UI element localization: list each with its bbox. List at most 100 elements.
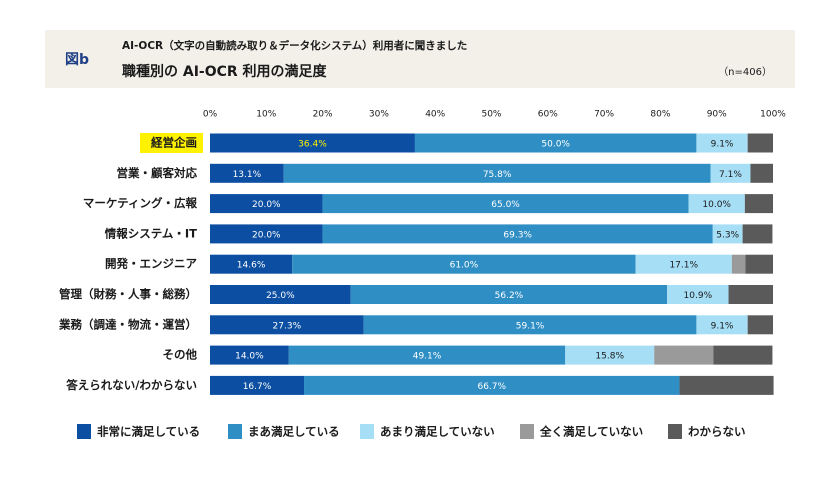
bar-segment xyxy=(292,254,636,274)
value-label: 16.7% xyxy=(243,382,272,392)
bar-segment xyxy=(696,315,748,335)
bar-segment xyxy=(731,254,746,274)
bar-segment xyxy=(304,375,680,395)
bar-segment xyxy=(210,163,284,183)
bar-segment xyxy=(635,254,732,274)
bar-segment xyxy=(744,194,773,214)
value-label: 20.0% xyxy=(252,230,281,240)
bar-segment xyxy=(210,133,415,153)
subtitle: AI-OCR（文字の自動読み取り＆データ化システム）利用者に聞きました xyxy=(122,39,467,52)
bar-segment xyxy=(747,133,773,153)
bar-segment xyxy=(728,285,773,304)
value-label: 5.3% xyxy=(716,230,739,240)
x-tick-label: 50% xyxy=(481,110,501,120)
x-tick-label: 100% xyxy=(760,110,786,120)
bar-segment xyxy=(696,133,748,153)
value-label: 20.0% xyxy=(252,200,281,210)
x-tick-label: 10% xyxy=(256,110,276,120)
value-label: 56.2% xyxy=(495,291,524,301)
value-label: 14.0% xyxy=(235,352,264,362)
figure-label: 図b xyxy=(65,52,89,68)
value-label: 75.8% xyxy=(483,170,512,180)
y-tick-label: マーケティング・広報 xyxy=(83,196,198,210)
legend-label: 非常に満足している xyxy=(97,425,200,439)
bar-segment xyxy=(414,133,697,153)
bar-segment xyxy=(322,224,713,244)
bar-segment xyxy=(210,345,289,365)
bar-segment xyxy=(742,224,773,244)
x-tick-label: 20% xyxy=(313,110,333,120)
bar-segment xyxy=(565,345,655,365)
bar-segment xyxy=(288,345,566,365)
legend-swatch xyxy=(77,424,91,439)
value-label: 59.1% xyxy=(516,321,545,331)
bar-segment xyxy=(654,345,714,365)
bar-segment xyxy=(710,163,751,183)
bar-segment xyxy=(322,194,689,214)
bar-segment xyxy=(283,163,711,183)
y-tick-label: 開発・エンジニア xyxy=(105,257,197,271)
value-label: 25.0% xyxy=(266,291,295,301)
y-tick-label: 情報システム・IT xyxy=(104,226,197,240)
legend-swatch xyxy=(520,424,534,439)
value-label: 9.1% xyxy=(711,321,734,331)
bar-segment xyxy=(210,375,305,395)
value-label: 49.1% xyxy=(413,352,442,362)
bar-segment xyxy=(712,224,743,244)
x-tick-label: 80% xyxy=(650,110,670,120)
y-tick-label: 営業・顧客対応 xyxy=(117,166,198,180)
value-label: 10.9% xyxy=(684,291,713,301)
legend-label: 全く満足していない xyxy=(539,425,643,439)
y-tick-label: その他 xyxy=(163,348,198,362)
legend-swatch xyxy=(668,424,682,439)
value-label: 10.0% xyxy=(702,200,731,210)
legend-label: わからない xyxy=(688,425,746,439)
legend-label: まあ満足している xyxy=(248,425,340,439)
highlight xyxy=(140,133,203,153)
bar-segment xyxy=(350,285,668,304)
value-label: 17.1% xyxy=(669,261,698,271)
value-label: 9.1% xyxy=(711,140,734,150)
value-label: 50.0% xyxy=(541,140,570,150)
x-tick-label: 40% xyxy=(425,110,445,120)
value-label: 15.8% xyxy=(595,352,624,362)
bar-segment xyxy=(363,315,697,335)
x-tick-label: 0% xyxy=(203,110,218,120)
bar-segment xyxy=(750,163,773,183)
value-label: 66.7% xyxy=(477,382,506,392)
value-label: 7.1% xyxy=(719,170,742,180)
bar-segment xyxy=(210,315,364,335)
bar-segment xyxy=(210,285,351,304)
y-tick-label: 答えられない/わからない xyxy=(65,378,197,392)
value-label: 13.1% xyxy=(233,170,262,180)
bar-segment xyxy=(747,315,773,335)
y-tick-label: 管理（財務・人事・総務） xyxy=(59,287,197,301)
value-label: 36.4% xyxy=(298,140,327,150)
bar-segment xyxy=(210,254,293,274)
bar-segment xyxy=(745,254,773,274)
value-label: 65.0% xyxy=(491,200,520,210)
legend-swatch xyxy=(360,424,374,439)
header-box xyxy=(45,30,795,88)
x-tick-label: 60% xyxy=(538,110,558,120)
legend-label: あまり満足していない xyxy=(380,425,495,439)
bar-segment xyxy=(210,194,323,214)
bar-segment xyxy=(713,345,773,365)
y-tick-label: 業務（調達・物流・運営） xyxy=(58,317,197,331)
x-tick-label: 90% xyxy=(707,110,727,120)
x-tick-label: 70% xyxy=(594,110,614,120)
bar-segment xyxy=(210,224,323,244)
sample-note: （n=406） xyxy=(718,66,772,78)
legend-swatch xyxy=(228,424,242,439)
bar-segment xyxy=(679,375,774,395)
bar-segment xyxy=(688,194,745,214)
value-label: 69.3% xyxy=(503,230,532,240)
value-label: 61.0% xyxy=(450,261,479,271)
value-label: 14.6% xyxy=(237,261,266,271)
bar-segment xyxy=(667,285,729,304)
value-label: 27.3% xyxy=(273,321,302,331)
y-tick-label: 経営企画 xyxy=(151,136,197,150)
chart-title: 職種別の AI-OCR 利用の満足度 xyxy=(122,63,328,80)
x-tick-label: 30% xyxy=(369,110,389,120)
